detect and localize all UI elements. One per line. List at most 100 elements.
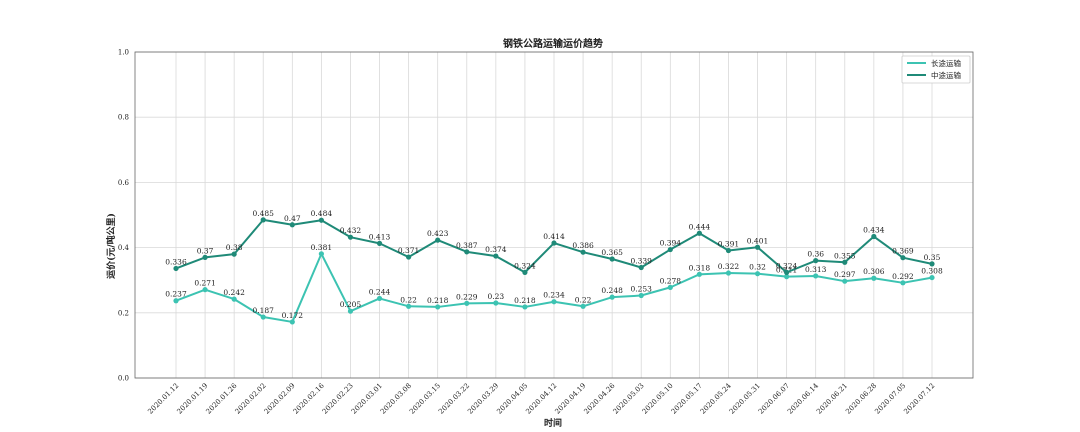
- data-label: 0.32: [749, 263, 766, 272]
- data-label: 0.339: [630, 256, 652, 265]
- data-label: 0.371: [398, 246, 419, 255]
- data-point: [696, 271, 702, 277]
- data-point: [813, 273, 819, 279]
- data-label: 0.485: [252, 209, 274, 218]
- data-label: 0.318: [689, 263, 711, 272]
- data-point: [842, 278, 848, 284]
- legend: 长途运输 中途运输: [901, 55, 971, 84]
- data-label: 0.242: [223, 288, 245, 297]
- data-point: [522, 304, 528, 310]
- data-point: [173, 298, 179, 304]
- data-point: [784, 269, 790, 275]
- data-point: [638, 292, 644, 299]
- y-axis-ticks: 0.0 0.2 0.4 0.6 0.8 1.0: [118, 49, 130, 383]
- data-label: 0.229: [456, 292, 478, 301]
- data-label: 0.322: [718, 262, 740, 271]
- data-label: 0.35: [924, 253, 941, 262]
- data-point: [638, 264, 644, 271]
- data-label: 0.308: [921, 267, 943, 276]
- data-label: 0.297: [834, 270, 856, 279]
- data-point: [580, 249, 586, 255]
- data-label: 0.253: [630, 285, 652, 294]
- data-point: [522, 269, 528, 275]
- y-tick-label: 0.6: [118, 179, 130, 187]
- data-point: [318, 217, 324, 223]
- data-label: 0.237: [165, 290, 187, 299]
- series: 0.237 0.271 0.242 0.187 0.172 0.381 0.205 0.244…: [165, 209, 943, 325]
- y-tick-label: 0.4: [118, 244, 130, 252]
- data-point: [435, 304, 441, 310]
- data-label: 0.444: [689, 222, 711, 231]
- data-label: 0.369: [892, 247, 914, 256]
- data-point: [376, 295, 383, 302]
- data-label: 0.306: [863, 267, 885, 276]
- data-point: [551, 299, 557, 305]
- data-label: 0.244: [369, 287, 391, 296]
- data-label: 0.313: [805, 265, 827, 274]
- data-label: 0.38: [226, 243, 243, 252]
- series-medium-haul: 0.336 0.37 0.38 0.485 0.47 0.484 0.432 0.413 0.3…: [165, 209, 941, 275]
- data-point: [464, 300, 470, 306]
- data-label: 0.394: [660, 239, 682, 248]
- data-point: [289, 319, 295, 325]
- data-label: 0.365: [601, 248, 623, 257]
- data-label: 0.22: [575, 295, 592, 304]
- data-point: [725, 270, 732, 276]
- series-long-haul: 0.237 0.271 0.242 0.187 0.172 0.381 0.205 0.244…: [165, 243, 943, 325]
- data-point: [376, 240, 383, 246]
- data-point: [493, 253, 499, 259]
- data-label: 0.434: [863, 226, 885, 235]
- x-axis-label: 时间: [544, 417, 562, 429]
- data-point: [551, 240, 557, 246]
- data-label: 0.278: [660, 276, 682, 285]
- data-point: [754, 271, 761, 277]
- data-point: [900, 280, 906, 286]
- data-point: [900, 255, 906, 261]
- data-label: 0.414: [543, 232, 565, 241]
- data-label: 0.401: [747, 236, 768, 245]
- data-point: [725, 247, 732, 254]
- y-tick-label: 0.2: [118, 309, 129, 317]
- data-point: [929, 261, 935, 267]
- data-label: 0.47: [284, 214, 301, 223]
- data-label: 0.423: [427, 229, 449, 238]
- data-point: [929, 274, 935, 281]
- data-label: 0.484: [311, 209, 333, 218]
- legend-label-long-haul: 长途运输: [931, 58, 961, 68]
- data-point: [842, 259, 848, 265]
- data-label: 0.381: [311, 243, 332, 252]
- y-tick-label: 0.8: [118, 114, 129, 122]
- data-label: 0.22: [400, 295, 417, 304]
- data-label: 0.23: [487, 292, 504, 301]
- chart-title: 钢铁公路运输运价趋势: [503, 37, 603, 50]
- data-point: [260, 314, 266, 320]
- data-label: 0.391: [718, 240, 739, 249]
- data-point: [754, 244, 761, 250]
- data-label: 0.386: [572, 241, 594, 250]
- plot-area: [134, 51, 974, 379]
- data-label: 0.218: [427, 296, 449, 305]
- data-label: 0.324: [514, 261, 536, 270]
- data-point: [493, 300, 499, 306]
- data-label: 0.205: [340, 300, 362, 309]
- data-label: 0.374: [485, 245, 507, 254]
- data-label: 0.187: [252, 306, 274, 315]
- data-label: 0.387: [456, 241, 478, 250]
- data-label: 0.172: [282, 311, 304, 320]
- data-point: [667, 246, 673, 253]
- y-tick-label: 1.0: [118, 49, 129, 57]
- data-label: 0.324: [776, 261, 798, 270]
- data-point: [231, 296, 237, 302]
- data-label: 0.218: [514, 296, 536, 305]
- data-point: [609, 256, 615, 262]
- data-point: [784, 274, 790, 280]
- data-point: [260, 217, 266, 223]
- data-point: [813, 258, 819, 264]
- data-point: [406, 254, 412, 260]
- data-point: [871, 275, 877, 281]
- data-point: [347, 308, 354, 314]
- data-point: [464, 249, 470, 255]
- data-point: [871, 233, 877, 240]
